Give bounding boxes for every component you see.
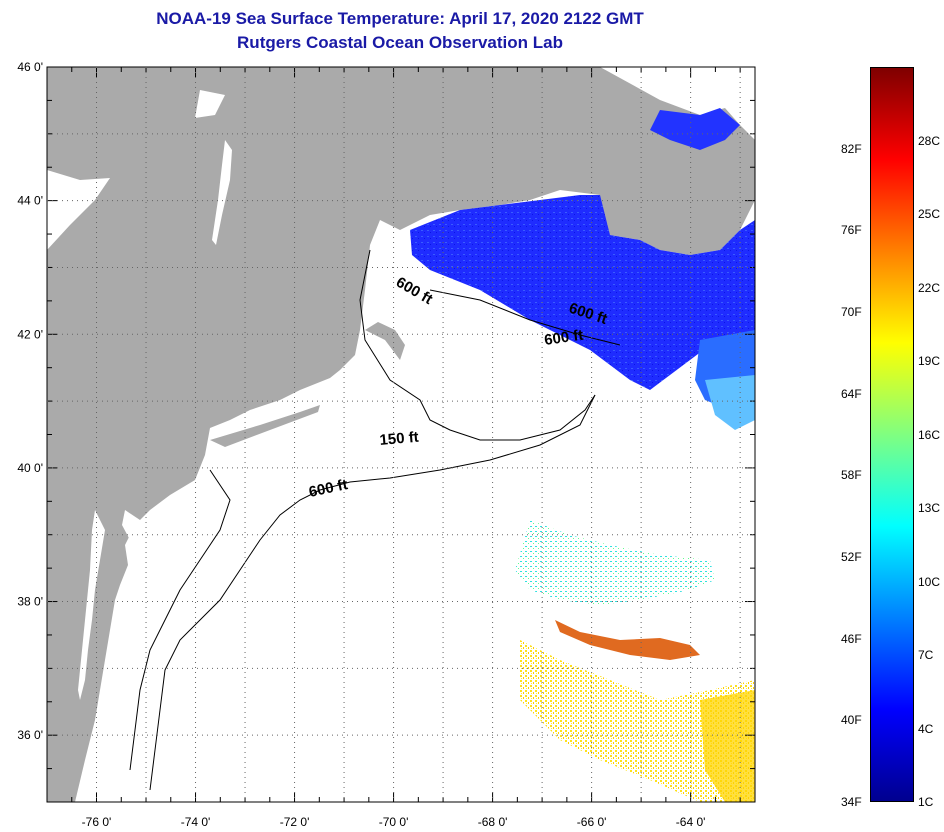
lon-tick-label: -76 0' [82,815,112,829]
lake-champlain [212,140,232,245]
colorbar-f-label: 46F [841,631,862,646]
colorbar-f-label: 64F [841,386,862,401]
colorbar-c-label: 4C [918,721,934,736]
land-nova-scotia [600,150,755,255]
lon-tick-label: -68 0' [478,815,508,829]
lon-tick-label: -74 0' [181,815,211,829]
contour-label-600ft-c: 600 ft [543,327,584,349]
lat-tick-label: 40 0' [17,461,43,475]
colorbar-f-label: 76F [841,223,862,238]
contour-600ft-break [149,394,596,791]
sst-shelf-edge [705,375,755,430]
sst-gulf-of-maine [410,195,755,390]
colorbar-c-label: 28C [918,133,941,148]
colorbar-c-label: 16C [918,427,941,442]
sst-yellow-core [700,690,755,802]
lake-ontario [47,170,110,250]
temperature-colorbar [870,67,914,802]
contour-150ft [359,249,596,441]
land-long-island [210,405,320,447]
land-cape-cod [365,322,405,360]
colorbar-c-label: 22C [918,280,941,295]
map-subtitle: Rutgers Coastal Ocean Observation Lab [237,33,563,52]
lat-tick-label: 46 0' [17,60,43,74]
lon-tick-label: -70 0' [379,815,409,829]
lat-tick-label: 44 0' [17,194,43,208]
land-mass [47,67,755,802]
chesapeake-bay [78,510,105,700]
map-title: NOAA-19 Sea Surface Temperature: April 1… [156,9,644,28]
contour-label-150ft: 150 ft [379,429,420,449]
contour-inner [129,469,231,771]
colorbar-c-label: 1C [918,795,934,809]
colorbar-c-label: 19C [918,354,941,368]
lat-tick-label: 36 0' [17,728,43,742]
colorbar-f-label: 58F [841,468,862,483]
sst-bay-of-fundy [650,108,740,150]
delaware-bay [122,510,145,545]
lat-tick-label: 38 0' [17,595,43,609]
colorbar-c-label: 7C [918,648,934,662]
contour-600ft-shelf [429,289,621,346]
lat-tick-label: 42 0' [17,327,43,341]
colorbar-c-label: 13C [918,501,941,515]
colorbar-f-label: 70F [841,305,862,319]
axis-tick-labels: -76 0' -74 0' -72 0' -70 0' -68 0' -66 0' -64 … [17,60,705,829]
sst-orange-band [555,620,700,660]
colorbar-gradient [871,68,913,801]
colorbar-c-label: 10C [918,574,941,589]
colorbar-c-label: 25C [918,207,941,221]
colorbar-f-label: 34F [841,795,862,809]
lon-tick-label: -66 0' [577,815,607,829]
colorbar-f-label: 52F [841,550,862,564]
lon-tick-label: -72 0' [280,815,310,829]
lon-tick-label: -64 0' [676,815,706,829]
sst-yellow-warm [520,640,755,802]
colorbar-f-label: 82F [841,141,862,156]
graticule-grid [46,66,755,803]
colorbar-f-label: 40F [841,713,862,728]
moosehead-lake [195,90,225,118]
bathymetry-contours [129,249,621,791]
sst-cyan-patch [515,520,715,605]
